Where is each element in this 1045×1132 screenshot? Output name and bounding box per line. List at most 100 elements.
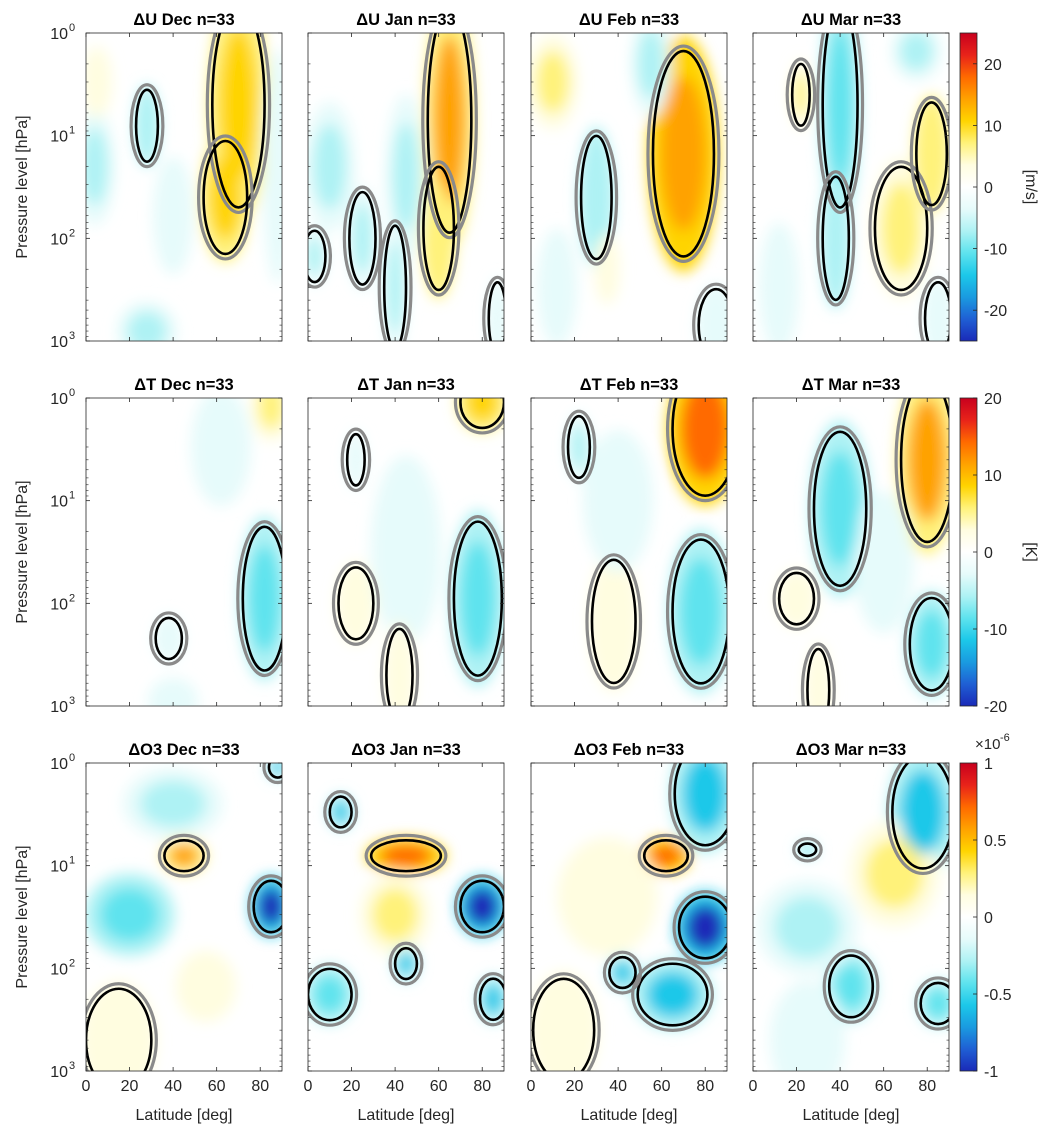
y-tick-label: 10 [50, 859, 68, 876]
x-axis-label: Latitude [deg] [136, 1107, 233, 1124]
panel-title: ΔU Dec n=33 [133, 11, 234, 29]
significance-contour-90 [885, 763, 949, 876]
y-tick-exponent: 2 [69, 957, 75, 969]
y-tick-label: 10 [50, 231, 68, 248]
significance-contour-90 [323, 789, 359, 834]
y-tick-exponent: 1 [69, 855, 75, 867]
anomaly-core [201, 408, 241, 486]
anomaly-core [540, 991, 587, 1069]
anomaly-core [86, 128, 108, 206]
significance-contour-95 [827, 954, 875, 1019]
significance-contour-95 [671, 538, 727, 685]
x-tick-label: 20 [788, 1078, 806, 1095]
significance-contour-90 [157, 833, 211, 878]
panel-o3-feb: 0 20 40 60 80 ΔO3 Feb n=33 [527, 741, 728, 1095]
panel-u-feb: ΔU Feb n=33 [530, 11, 728, 342]
anomaly-core [679, 557, 723, 666]
significance-contour-90 [772, 566, 821, 631]
y-tick-exponent: 1 [69, 490, 75, 502]
x-tick-label: 40 [164, 1078, 182, 1095]
x-tick-label: 40 [386, 1078, 404, 1095]
x-axis-label: Latitude [deg] [803, 1107, 900, 1124]
significance-contour-90 [807, 425, 873, 593]
y-tick-exponent: 3 [69, 1060, 75, 1072]
significance-contour-90 [785, 57, 817, 133]
significance-contour-90 [914, 976, 949, 1031]
anomaly-core [386, 241, 404, 334]
anomaly-core [900, 33, 933, 71]
x-tick-label: 80 [918, 1078, 936, 1095]
x-tick-label: 40 [609, 1078, 627, 1095]
significance-contour-95 [590, 558, 637, 685]
anomaly-core [810, 659, 827, 706]
significance-contour-90 [918, 275, 949, 341]
significance-contour-95 [812, 430, 868, 588]
significance-contour-95 [891, 763, 949, 870]
anomaly-core [465, 398, 499, 422]
x-tick-label: 80 [473, 1078, 491, 1095]
significance-contour-95 [677, 895, 727, 960]
colorbar-tick-label: 10 [984, 118, 1002, 135]
anomaly-core [915, 609, 948, 679]
significance-contour-90 [903, 591, 949, 697]
anomaly-core [271, 763, 282, 775]
anomaly-core [313, 124, 347, 209]
significance-contour-90 [453, 874, 504, 939]
colorbar-multiplier-exponent: -6 [1000, 732, 1010, 744]
panel-frame [530, 762, 728, 1072]
colorbar-tick-label: -20 [984, 699, 1007, 716]
anomaly-core [379, 844, 433, 868]
x-tick-label: 80 [251, 1078, 269, 1095]
y-tick-label: 10 [50, 391, 68, 408]
anomaly-core [308, 237, 323, 276]
colorbar-u: 20 10 0 -10 -20 [m/s] [959, 32, 1039, 342]
significance-contour-95 [202, 139, 249, 256]
y-tick-label: 10 [50, 961, 68, 978]
significance-contour-90 [236, 520, 282, 678]
significance-contour-90 [308, 962, 359, 1027]
anomaly-core [774, 896, 841, 959]
colorbar-tick-label: -1 [984, 1064, 998, 1081]
significance-contour-90 [816, 33, 865, 214]
significance-contour-90 [822, 949, 880, 1024]
anomaly-core [783, 579, 810, 618]
y-tick-exponent: 3 [69, 695, 75, 707]
significance-contour-90 [646, 44, 721, 264]
colorbar-t: 20 10 0 -10 -20 [K] [959, 391, 1039, 716]
colorbar-label: [m/s] [1022, 170, 1039, 205]
panel-frame [530, 397, 728, 707]
anomaly-core [100, 887, 159, 942]
x-axis-label: Latitude [deg] [358, 1107, 455, 1124]
significance-contour-95 [385, 627, 414, 706]
y-tick-exponent: 2 [69, 592, 75, 604]
significance-contour-95 [777, 571, 816, 626]
anomaly-core [925, 988, 949, 1019]
significance-contour-90 [262, 763, 282, 785]
anomaly-core [87, 58, 107, 106]
y-axis-label: Pressure level [hPa] [14, 115, 31, 258]
anomaly-core [574, 858, 640, 936]
significance-contour-95 [369, 839, 443, 873]
panel-title: ΔT Mar n=33 [802, 376, 901, 394]
significance-contour-95 [915, 101, 949, 207]
panel-u-jan: ΔU Jan n=33 [307, 11, 505, 342]
significance-contour-90 [416, 160, 461, 297]
panel-t-mar: ΔT Mar n=33 [752, 376, 950, 707]
panel-title: ΔO3 Mar n=33 [796, 741, 906, 759]
y-tick-exponent: 2 [69, 227, 75, 239]
anomaly-core [536, 51, 570, 113]
significance-contour-90 [86, 982, 158, 1071]
panel-frame [85, 397, 283, 707]
x-tick-label: 40 [831, 1078, 849, 1095]
anomaly-core [352, 203, 373, 273]
significance-contour-90 [453, 398, 504, 435]
anomaly-core [483, 983, 503, 1015]
anomaly-core [570, 423, 588, 471]
anomaly-core [881, 182, 921, 275]
anomaly-core [900, 769, 946, 855]
significance-contour-95 [608, 955, 637, 990]
significance-contour-90 [574, 129, 619, 266]
significance-contour-95 [134, 88, 160, 163]
